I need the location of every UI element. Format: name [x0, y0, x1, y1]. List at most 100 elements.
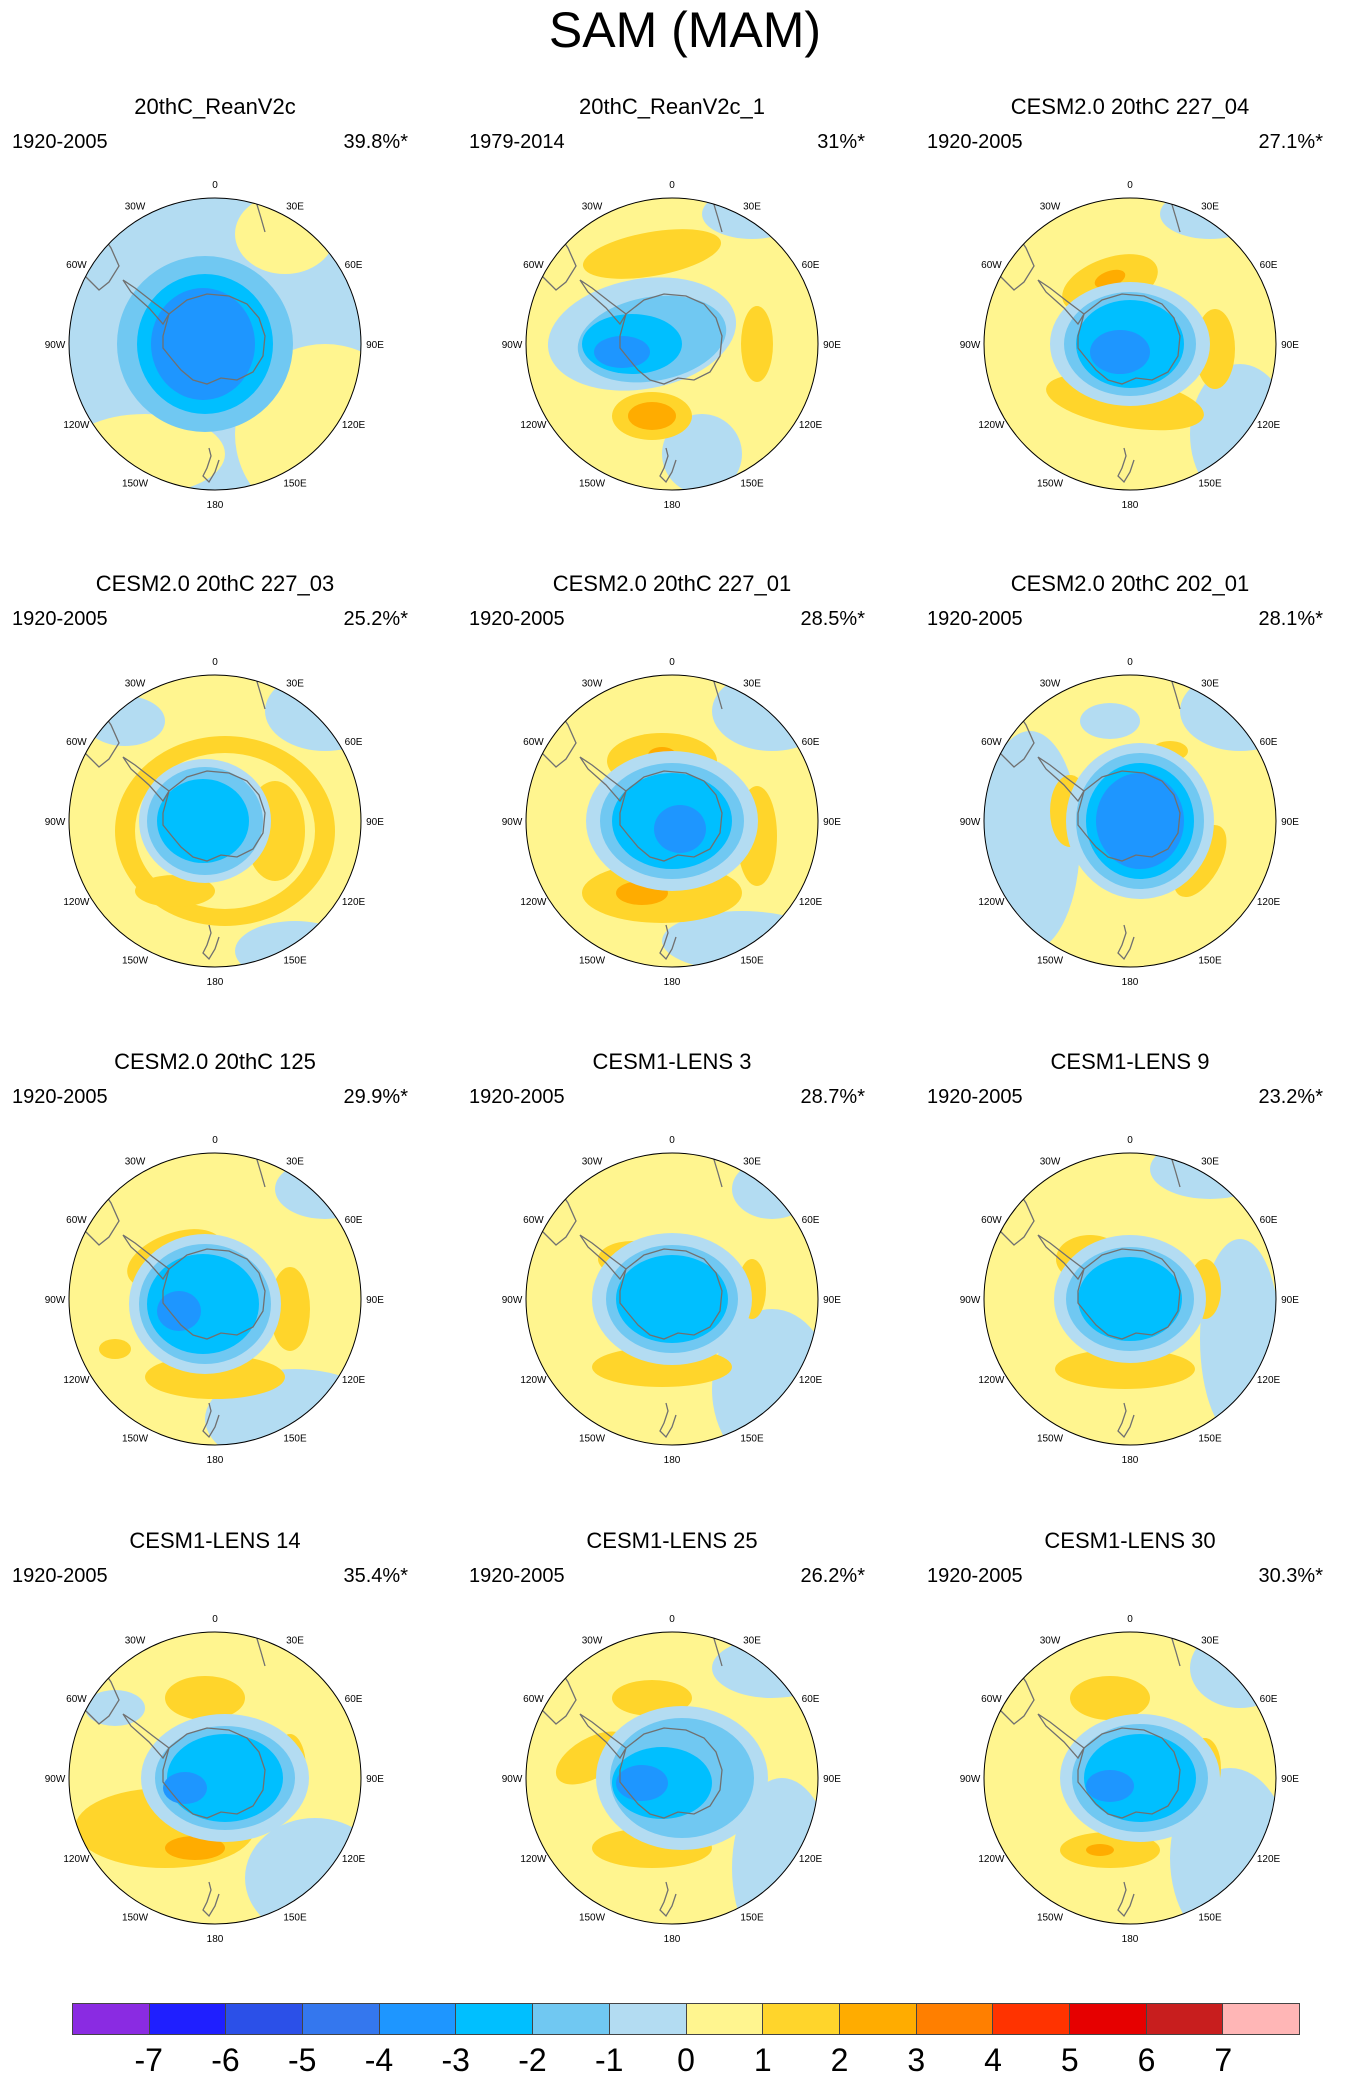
contour-region — [270, 1267, 310, 1351]
antarctica-coastline — [162, 293, 266, 385]
contour-region — [654, 805, 706, 853]
longitude-label: 0 — [669, 1135, 675, 1146]
panel-title: CESM1-LENS 25 — [586, 1528, 758, 1553]
longitude-label: 60E — [802, 1694, 820, 1705]
longitude-label: 30E — [1201, 1156, 1219, 1167]
colorbar-tick-label: 2 — [830, 2042, 849, 2078]
map-panel: 20thC_ReanV2c 1920-2005 39.8%* 0 30E 60E 90E 12… — [0, 94, 430, 564]
south-america-coastline — [989, 1657, 1035, 1725]
peninsula-coastline — [1037, 1713, 1085, 1760]
longitude-label: 90W — [502, 817, 523, 828]
contour-region — [265, 675, 361, 751]
contour-field — [69, 675, 361, 967]
longitude-label: 120E — [799, 1375, 823, 1386]
longitude-label: 150W — [122, 479, 149, 490]
antarctica-coastline — [619, 1727, 723, 1819]
contour-region — [594, 336, 650, 368]
longitude-label: 30W — [582, 1156, 603, 1167]
south-america-coastline — [74, 1178, 120, 1246]
polar-map: 0 30E 60E 90E 120E 150E 180 150W 120W 90W 60W 30W — [960, 657, 1300, 988]
new-zealand-coastline — [202, 1881, 220, 1918]
longitude-label: 120E — [342, 897, 366, 908]
colorbar-tick-label: 5 — [1060, 2042, 1079, 2078]
panel-title: CESM1-LENS 9 — [1050, 1049, 1210, 1074]
panel-title: CESM1-LENS 14 — [129, 1528, 301, 1553]
south-america-coastline — [531, 223, 577, 291]
south-america-coastline — [74, 700, 120, 768]
contour-field — [526, 198, 818, 490]
colorbar-box — [379, 2004, 457, 2034]
longitude-label: 150E — [283, 1434, 307, 1445]
longitude-label: 180 — [664, 1934, 681, 1945]
colorbar-box — [839, 2004, 917, 2034]
contour-field — [526, 1632, 818, 1924]
longitude-label: 120W — [63, 897, 90, 908]
longitude-label: 60E — [1260, 260, 1278, 271]
map-border — [525, 1152, 819, 1446]
map-border — [525, 674, 819, 968]
explained-variance-label: 27.1%* — [1258, 131, 1324, 153]
longitude-label: 60E — [1260, 737, 1278, 748]
contour-region — [1090, 330, 1150, 374]
map-panel: CESM1-LENS 30 1920-2005 30.3%* 0 30E 60E 90E 12… — [915, 1528, 1345, 1998]
antarctica-coastline — [162, 1248, 266, 1340]
longitude-label: 150W — [579, 956, 606, 967]
antarctica-coastline — [162, 770, 266, 862]
longitude-label: 60W — [66, 1215, 87, 1226]
longitude-label: 90W — [45, 1774, 66, 1785]
polar-map: 0 30E 60E 90E 120E 150E 180 150W 120W 90W 60W 30W — [502, 1135, 842, 1466]
new-zealand-coastline — [1117, 924, 1135, 961]
period-label: 1920-2005 — [927, 608, 1023, 630]
period-label: 1920-2005 — [12, 131, 108, 153]
longitude-label: 180 — [207, 1455, 224, 1466]
panel-title: 20thC_ReanV2c_1 — [579, 94, 765, 119]
south-america-coastline — [989, 223, 1035, 291]
longitude-label: 150E — [740, 1913, 764, 1924]
colorbar-box — [533, 2004, 610, 2034]
colorbar — [72, 2003, 1300, 2035]
contour-region — [616, 1255, 728, 1343]
longitude-label: 120E — [1257, 420, 1281, 431]
longitude-label: 30E — [1201, 201, 1219, 212]
longitude-label: 30W — [1040, 678, 1061, 689]
explained-variance-label: 39.8%* — [343, 131, 409, 153]
panel-title: CESM2.0 20thC 227_03 — [95, 571, 335, 596]
colorbar-tick-label: -4 — [364, 2042, 394, 2078]
longitude-label: 90W — [45, 340, 66, 351]
contour-region — [1096, 773, 1184, 869]
map-panel: CESM2.0 20thC 227_01 1920-2005 28.5%* 0 30E 6… — [457, 571, 887, 1041]
longitude-label: 120W — [63, 1854, 90, 1865]
contour-region — [235, 921, 355, 967]
contour-region — [1150, 1153, 1270, 1199]
new-zealand-coastline — [659, 924, 677, 961]
peninsula-coastline — [1037, 756, 1085, 803]
period-label: 1979-2014 — [469, 131, 565, 153]
longitude-label: 30E — [286, 1635, 304, 1646]
longitude-label: 120W — [978, 1375, 1005, 1386]
longitude-label: 60W — [981, 1215, 1002, 1226]
south-america-coastline — [74, 223, 120, 291]
contour-field — [984, 1153, 1276, 1445]
longitude-label: 90E — [1281, 1295, 1299, 1306]
longitude-label: 120E — [799, 420, 823, 431]
colorbar-box — [303, 2004, 380, 2034]
contour-field — [69, 1153, 361, 1445]
longitude-label: 30W — [125, 1635, 146, 1646]
longitude-label: 30W — [582, 678, 603, 689]
map-panel: CESM2.0 20thC 125 1920-2005 29.9%* 0 30E 60E 9… — [0, 1049, 430, 1519]
longitude-label: 150E — [740, 956, 764, 967]
south-america-coastline — [531, 700, 577, 768]
period-label: 1920-2005 — [469, 608, 565, 630]
longitude-label: 150W — [122, 1434, 149, 1445]
map-panel: CESM1-LENS 3 1920-2005 28.7%* 0 30E 60E 90E 120… — [457, 1049, 887, 1519]
colorbar-box — [1069, 2004, 1147, 2034]
longitude-label: 0 — [212, 1614, 218, 1625]
contour-region — [163, 1772, 207, 1804]
map-border — [68, 674, 362, 968]
colorbar-box — [73, 2004, 150, 2034]
longitude-label: 0 — [212, 180, 218, 191]
polar-map: 0 30E 60E 90E 120E 150E 180 150W 120W 90W 60W 30W — [45, 180, 385, 511]
colorbar-tick-label: 4 — [984, 2042, 1002, 2078]
longitude-label: 60W — [523, 1215, 544, 1226]
longitude-label: 120E — [799, 897, 823, 908]
